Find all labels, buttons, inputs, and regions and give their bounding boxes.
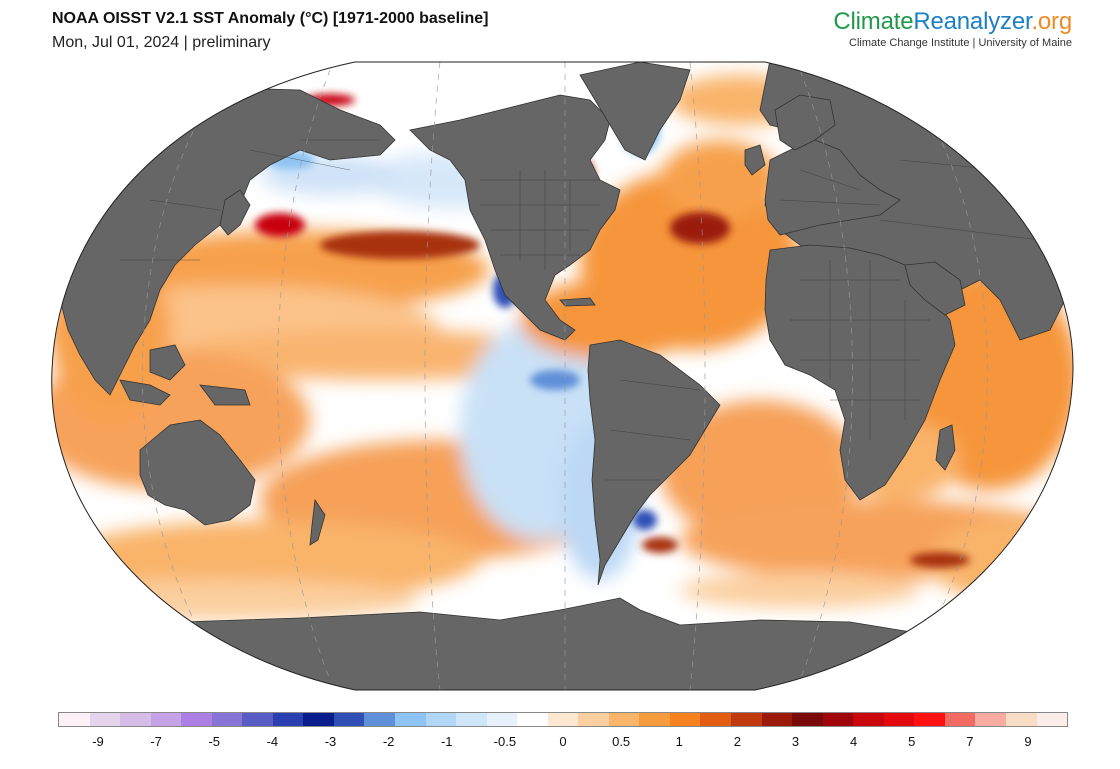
africa-landmass: [764, 244, 956, 501]
brand-name-part-org: .org: [1031, 8, 1072, 35]
colorbar-tick-label: 2: [733, 734, 741, 749]
colorbar-swatch: [150, 713, 182, 726]
globe-outline: [51, 61, 1074, 691]
colorbar-swatch: [914, 713, 945, 726]
colorbar-swatch: [700, 713, 732, 726]
colorbar-swatch: [425, 713, 457, 726]
brand-name: ClimateReanalyzer.org: [833, 8, 1072, 36]
colorbar-swatch: [120, 713, 151, 726]
colorbar-tick-label: -0.5: [493, 734, 517, 749]
colorbar-swatch: [639, 713, 670, 726]
brand-logo[interactable]: ClimateReanalyzer.org Climate Change Ins…: [833, 8, 1072, 49]
colorbar-swatch: [1005, 713, 1037, 726]
colorbar-swatch: [578, 713, 609, 726]
anomaly-field: [51, 75, 1074, 620]
colorbar-swatch: [883, 713, 915, 726]
australia-landmass: [139, 419, 256, 526]
colorbar-swatch: [242, 713, 273, 726]
colorbar-tick-label: 3: [791, 734, 800, 749]
colorbar-swatch: [364, 713, 396, 726]
colorbar-swatch: [211, 713, 243, 726]
colorbar-swatch: [395, 713, 426, 726]
indonesia-landmass: [119, 379, 171, 406]
colorbar-tick-label: 0.5: [612, 734, 631, 749]
colorbar-swatch: [669, 713, 701, 726]
scandinavia-landmass: [774, 94, 836, 151]
colorbar-tick-label: 9: [1024, 734, 1032, 749]
colorbar-tick-labels: -9 -7 -5 -4 -3 -2 -1 -0.5 0 0.5 1 2 3 4 5 7 9: [58, 734, 1068, 752]
colorbar-swatch: [975, 713, 1006, 726]
new-guinea-landmass: [199, 384, 251, 406]
colorbar-swatch: [547, 713, 579, 726]
colorbar-swatch: [181, 713, 212, 726]
south-america-landmass: [587, 339, 721, 586]
brand-affiliation: Climate Change Institute | University of…: [849, 37, 1072, 49]
colorbar-swatch: [456, 713, 487, 726]
colorbar-swatch: [303, 713, 334, 726]
graticule: [142, 62, 988, 690]
arabia-landmass: [904, 261, 966, 316]
map-date-subtitle: Mon, Jul 01, 2024 | preliminary: [52, 34, 271, 51]
colorbar-tick-label: -5: [208, 734, 221, 749]
colorbar-tick-label: -4: [266, 734, 279, 749]
colorbar-swatch: [792, 713, 823, 726]
colorbar-swatch: [731, 713, 762, 726]
map-title: NOAA OISST V2.1 SST Anomaly (°C) [1971-2…: [52, 10, 489, 27]
greenland-landmass: [579, 62, 691, 161]
brand-name-part-climate: Climate: [833, 8, 914, 35]
colorbar-tick-label: -3: [324, 734, 337, 749]
japan-landmass: [219, 189, 251, 236]
colorbar-swatch: [486, 713, 518, 726]
colorbar-swatch: [608, 713, 640, 726]
country-borders: [120, 139, 1041, 481]
borneo-landmass: [149, 344, 186, 381]
colorbar-tick-label: 5: [908, 734, 916, 749]
new-zealand-landmass: [309, 498, 326, 546]
colorbar-swatch: [853, 713, 884, 726]
colorbar-tick-label: 0: [559, 734, 567, 749]
colorbar-swatch: [272, 713, 304, 726]
madagascar-landmass: [935, 424, 956, 471]
colorbar-tick-label: 1: [675, 734, 683, 749]
colorbar-swatch: [1036, 713, 1068, 726]
colorbar-tick-label: 4: [850, 734, 858, 749]
colorbar-swatch: [517, 713, 548, 726]
colorbar-tick-label: -7: [150, 734, 162, 749]
uk-landmass: [744, 144, 766, 176]
globe-body: [51, 62, 1074, 690]
colorbar-tick-label: -2: [382, 734, 395, 749]
colorbar-swatch: [761, 713, 793, 726]
brand-name-part-reanalyzer: Reanalyzer: [913, 8, 1032, 35]
colorbar-swatch: [822, 713, 854, 726]
colorbar-swatch: [333, 713, 365, 726]
colorbar-tick-label: -9: [92, 734, 104, 749]
colorbar-swatch: [59, 713, 90, 726]
anomaly-colorbar: [58, 712, 1068, 727]
colorbar-swatch: [944, 713, 976, 726]
colorbar-tick-label: -1: [440, 734, 453, 749]
colorbar-swatch: [89, 713, 121, 726]
colorbar-tick-label: 7: [966, 734, 974, 749]
cuba-landmass: [559, 297, 596, 307]
